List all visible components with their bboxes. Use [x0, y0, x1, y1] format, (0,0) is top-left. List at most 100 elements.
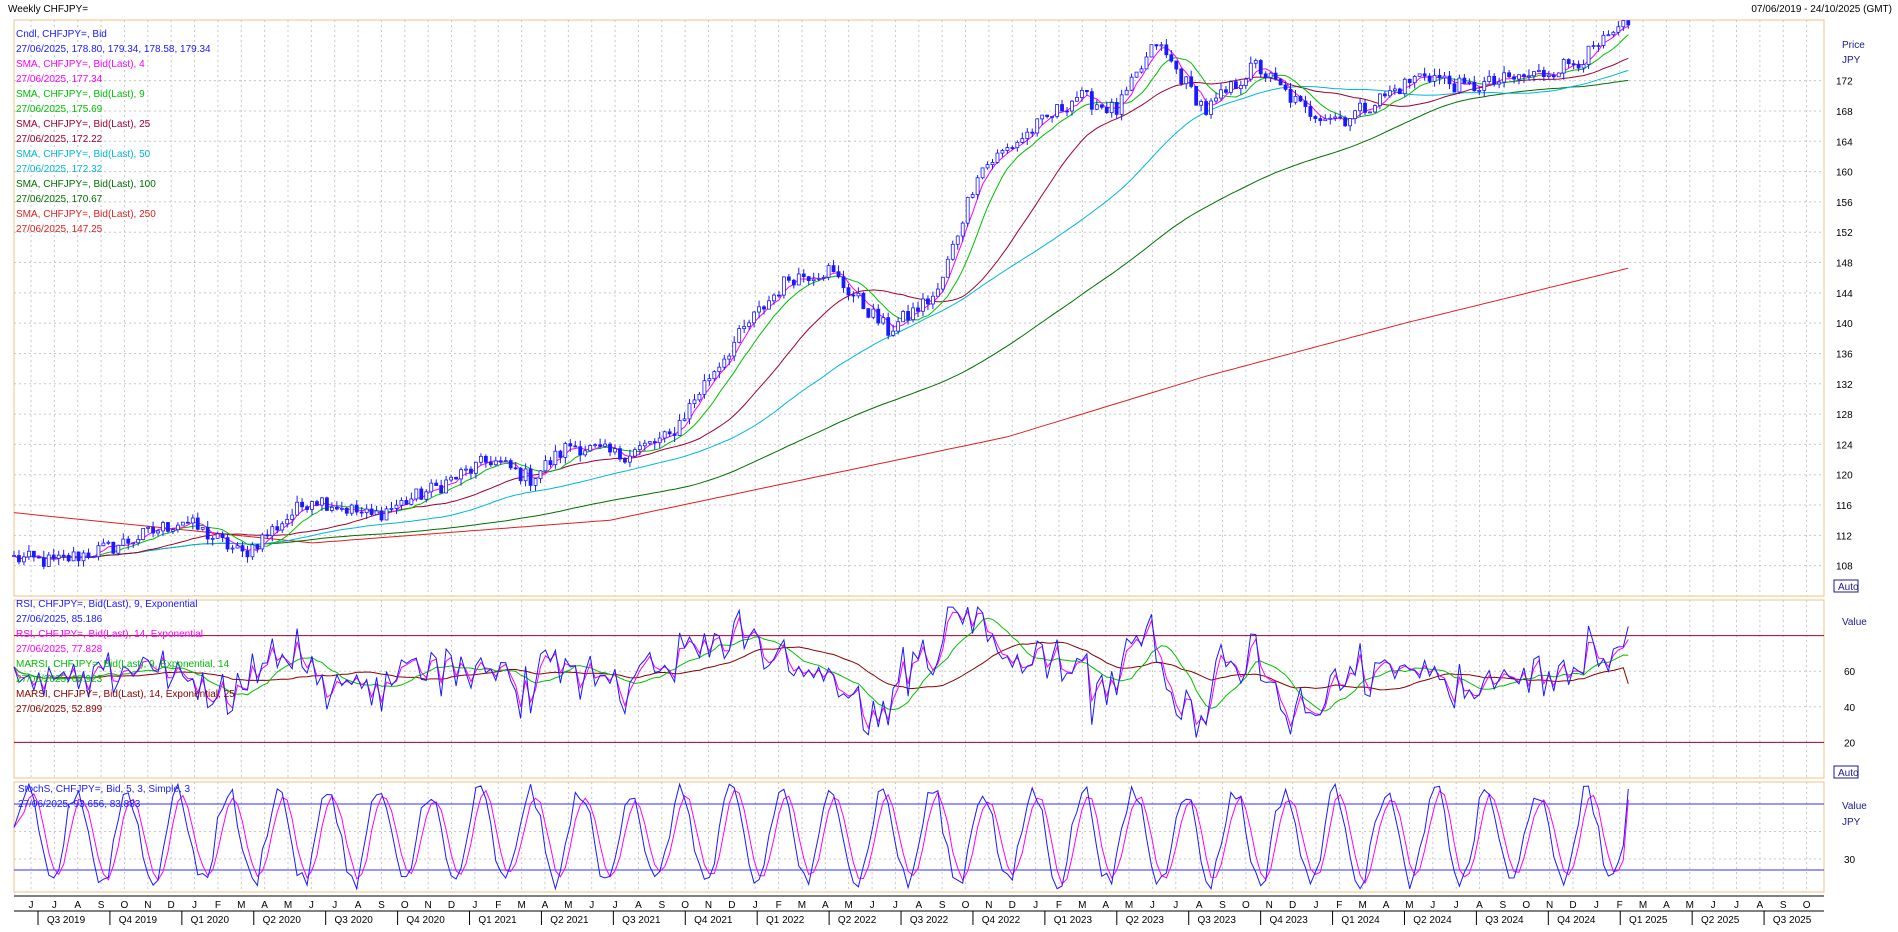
candle-body [528, 468, 533, 486]
candle-body [1368, 111, 1372, 114]
candle-body [593, 444, 598, 447]
candle-body [1348, 118, 1353, 127]
candle-body [141, 527, 146, 540]
price-tick-label: 108 [1836, 562, 1853, 573]
candle-body [826, 265, 831, 278]
stoch-axis-label: Value [1842, 801, 1867, 812]
candle-body [508, 460, 513, 469]
sma-50-line [13, 70, 1629, 560]
candle-body [1328, 117, 1333, 120]
candle-body [111, 541, 116, 554]
candle-body [1313, 116, 1318, 120]
candle-body [1596, 45, 1601, 47]
quarter-label: Q4 2024 [1557, 915, 1596, 926]
month-label: F [1336, 900, 1342, 911]
candle-body [464, 468, 468, 471]
candle-body [329, 506, 334, 511]
candle-body [1591, 45, 1596, 47]
stochastic-lines [13, 782, 1824, 891]
legend-entry: RSI, CHFJPY=, Bid(Last), 14, Exponential [16, 629, 203, 640]
month-label: S [939, 900, 946, 911]
month-label: F [495, 900, 501, 911]
candle-body [1397, 88, 1402, 95]
rsi-tick-label: 40 [1844, 703, 1856, 714]
candle-body [1467, 81, 1472, 84]
candle-body [578, 446, 583, 456]
month-label: F [776, 900, 782, 911]
price-tick-label: 124 [1836, 440, 1853, 451]
candle-body [17, 555, 21, 563]
candle-body [86, 552, 91, 558]
candle-body [1199, 101, 1204, 106]
candle-body [672, 433, 677, 436]
candle-body [573, 445, 578, 448]
quarter-label: Q1 2025 [1629, 915, 1668, 926]
candle-body [985, 164, 990, 169]
month-label: D [448, 900, 455, 911]
candle-body [300, 501, 304, 508]
candle-body [1527, 75, 1531, 78]
candle-body [588, 445, 593, 452]
candle-body [76, 551, 81, 562]
candle-body [81, 552, 86, 562]
month-label: J [1430, 900, 1435, 911]
candle-body [563, 443, 568, 458]
candle-body [389, 508, 394, 510]
axes: 108 112 116 120 124 128 132 136 140 144 148 152 156 1… [29, 40, 1868, 926]
candle-body [161, 522, 165, 532]
candle-body [757, 306, 761, 313]
legend-entry: 27/06/2025, 85.186 [16, 614, 103, 625]
stoch-k-line [13, 782, 1629, 891]
candle-body [906, 311, 910, 321]
month-label: A [1663, 900, 1670, 911]
legend-entry: 27/06/2025, 52.899 [16, 704, 103, 715]
candle-body [364, 508, 369, 514]
price-tick-label: 164 [1836, 137, 1853, 148]
candle-body [315, 501, 319, 506]
candle-body [921, 298, 925, 312]
candle-body [295, 501, 300, 516]
month-label: J [29, 900, 34, 911]
candle-body [1442, 75, 1447, 79]
candle-body [444, 479, 449, 494]
candle-body [1472, 81, 1477, 92]
chart-title: Weekly CHFJPY= [8, 4, 89, 15]
candle-body [538, 470, 543, 479]
price-unit-label: JPY [1842, 55, 1861, 66]
candle-body [886, 317, 891, 336]
month-label: A [355, 900, 362, 911]
legend-entry: 27/06/2025, 170.67 [16, 194, 103, 205]
candle-body [394, 504, 399, 509]
candle-body [325, 497, 329, 511]
candle-body [1020, 138, 1025, 143]
candle-body [190, 517, 195, 524]
month-label: A [1383, 900, 1390, 911]
candle-body [305, 506, 309, 510]
sma-100-line [13, 79, 1629, 560]
marsi-14-line [13, 641, 1629, 691]
month-label: A [74, 900, 81, 911]
month-label: A [542, 900, 549, 911]
candle-body [493, 460, 498, 466]
month-label: M [1359, 900, 1367, 911]
candle-body [891, 330, 896, 336]
month-label: M [564, 900, 572, 911]
candle-body [1288, 88, 1293, 103]
candle-body [613, 448, 617, 453]
legend-entry: MARSI, CHFJPY=, Bid(Last), 14, Exponenti… [16, 689, 235, 700]
candle-body [955, 235, 960, 245]
candle-body [692, 399, 697, 404]
candle-body [334, 506, 339, 510]
candle-body [1035, 118, 1040, 134]
candle-body [235, 545, 240, 549]
candle-body [1209, 100, 1213, 115]
candle-body [1233, 81, 1238, 90]
price-tick-label: 120 [1836, 471, 1853, 482]
quarter-label: Q2 2024 [1413, 915, 1452, 926]
month-label: O [401, 900, 409, 911]
candle-body [136, 539, 141, 544]
candle-body [185, 521, 190, 524]
candle-body [379, 510, 384, 521]
month-label: O [1242, 900, 1250, 911]
